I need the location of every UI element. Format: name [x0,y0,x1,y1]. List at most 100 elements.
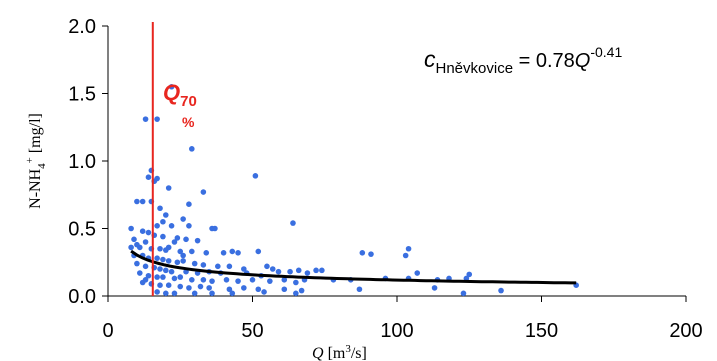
data-point [431,285,438,291]
data-point [191,260,198,267]
data-point [215,263,221,270]
data-point [157,266,163,272]
q70-percent-label: % [182,114,195,130]
data-point [212,225,218,232]
x-tick-label: 50 [241,320,263,342]
data-point [281,277,288,283]
data-point [134,198,140,205]
data-point [223,277,230,283]
data-point [136,244,143,251]
x-axis-label: Q [m3/s] [312,343,367,361]
data-point [209,290,215,297]
data-point [359,250,366,256]
data-points [128,83,579,297]
data-point [194,237,201,244]
data-point [203,250,210,256]
data-point [200,277,207,283]
data-point [290,220,296,226]
data-point [145,174,152,180]
data-point [249,277,256,283]
data-point [168,83,175,90]
data-point [191,290,198,297]
data-point [145,272,152,279]
data-point [295,267,302,274]
data-point [157,205,163,212]
data-point [229,290,236,297]
data-point [275,268,282,275]
y-axis-label: N-NH4+ [mg/l] [24,113,48,209]
data-point [160,256,166,263]
data-point [168,223,175,229]
data-point [267,278,273,284]
data-point [139,228,146,234]
data-point [206,285,212,291]
data-point [157,282,163,289]
data-point [165,244,172,251]
data-point [226,263,233,270]
data-point [368,251,374,257]
data-point [145,229,152,236]
data-point [180,258,186,264]
data-point [313,267,319,274]
data-point [197,283,204,290]
data-point [186,285,192,291]
data-point [154,289,160,295]
data-point [220,250,227,256]
data-point [255,286,262,293]
data-point [281,286,288,293]
data-point [177,248,184,255]
data-point [252,173,259,179]
data-point [209,278,215,284]
x-tick-label: 150 [525,320,558,342]
data-point [463,275,470,282]
data-point [171,290,178,297]
data-point [165,185,172,191]
data-point [183,236,189,243]
data-point [160,218,166,225]
data-point [319,267,325,274]
data-point [174,235,181,241]
data-point [165,258,172,264]
data-point [142,239,149,245]
data-point [142,116,149,122]
data-point [261,289,267,295]
data-point [186,201,192,207]
data-point [269,266,276,272]
data-point [180,216,186,222]
data-point [498,287,504,294]
fit-equation: cHněvkovice = 0.78Q-0.41 [424,44,622,77]
data-point [189,248,195,255]
axes: 0.0 0.5 1.0 1.5 2.0 0 50 100 150 200 [68,16,703,342]
data-point [154,116,160,122]
data-point [200,189,207,195]
data-point [128,225,134,232]
data-point [134,260,140,267]
data-point [304,270,311,276]
data-point [235,250,241,256]
data-point [200,262,207,268]
data-point [226,286,233,293]
data-point [186,223,192,229]
data-point [241,285,247,291]
data-point [171,239,178,245]
power-fit-curve [130,249,577,285]
data-point [298,287,305,294]
y-tick-label: 2.0 [68,16,96,38]
y-tick-label: 0.0 [68,286,96,308]
data-point [189,277,195,283]
data-point [165,282,172,289]
data-point [460,290,467,297]
data-point [160,233,166,240]
data-point [180,252,186,259]
data-point [229,248,236,255]
data-point [177,274,184,280]
data-point [157,245,163,252]
data-point [131,236,137,243]
data-point [128,244,134,251]
data-point [163,290,169,297]
data-point [293,290,299,297]
data-point [293,279,299,286]
data-point [177,283,184,290]
data-point [235,278,241,284]
